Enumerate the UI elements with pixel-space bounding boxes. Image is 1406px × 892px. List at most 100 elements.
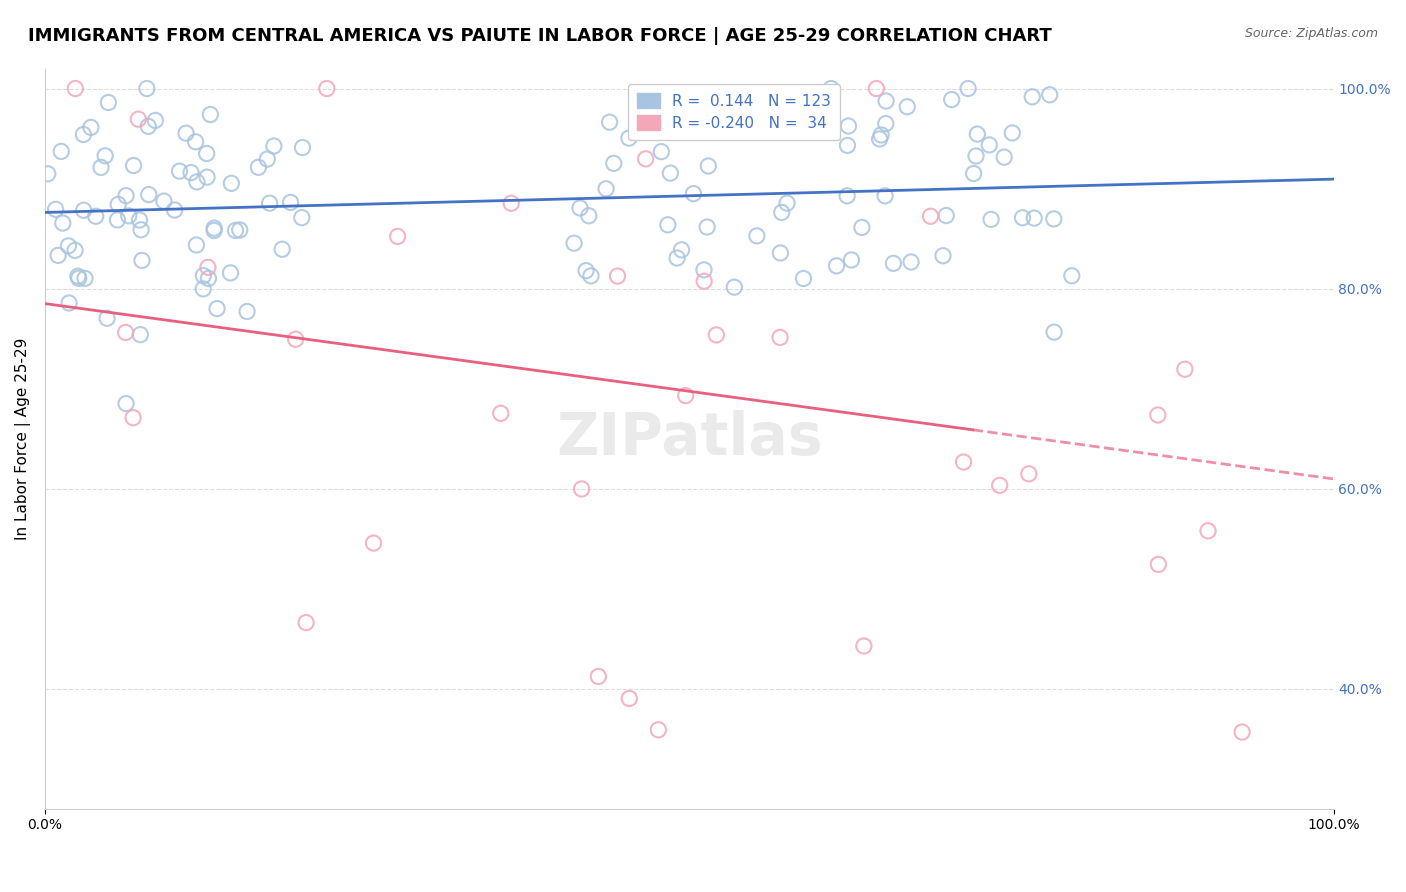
Point: [966, 127, 988, 141]
Point: [1147, 558, 1170, 572]
Point: [127, 112, 149, 127]
Point: [202, 221, 225, 235]
Point: [67, 271, 90, 285]
Point: [271, 242, 294, 256]
Point: [169, 164, 191, 178]
Point: [575, 263, 598, 277]
Point: [659, 166, 682, 180]
Point: [63, 244, 86, 258]
Point: [37, 167, 59, 181]
Point: [129, 223, 152, 237]
Point: [1230, 725, 1253, 739]
Point: [1060, 268, 1083, 283]
Point: [52, 216, 75, 230]
Point: [96, 311, 118, 326]
Point: [195, 170, 218, 185]
Point: [693, 274, 716, 288]
Point: [578, 209, 600, 223]
Point: [197, 260, 219, 275]
Point: [837, 189, 859, 203]
Point: [841, 252, 863, 267]
Text: Source: ZipAtlas.com: Source: ZipAtlas.com: [1244, 27, 1378, 40]
Point: [72, 128, 94, 142]
Point: [647, 723, 669, 737]
Point: [941, 93, 963, 107]
Point: [1174, 362, 1197, 376]
Point: [163, 202, 186, 217]
Point: [965, 149, 987, 163]
Point: [988, 478, 1011, 492]
Point: [682, 186, 704, 201]
Point: [657, 218, 679, 232]
Point: [920, 209, 942, 223]
Point: [875, 117, 897, 131]
Point: [1011, 211, 1033, 225]
Point: [1039, 87, 1062, 102]
Point: [875, 94, 897, 108]
Point: [115, 396, 138, 410]
Point: [569, 201, 592, 215]
Point: [793, 109, 815, 123]
Point: [1043, 211, 1066, 226]
Point: [136, 120, 159, 134]
Point: [980, 212, 1002, 227]
Point: [1197, 524, 1219, 538]
Point: [603, 156, 626, 170]
Point: [696, 219, 718, 234]
Point: [128, 213, 150, 227]
Point: [135, 81, 157, 95]
Point: [263, 139, 285, 153]
Text: ZIPatlas: ZIPatlas: [555, 410, 823, 467]
Point: [107, 197, 129, 211]
Point: [195, 146, 218, 161]
Point: [1021, 90, 1043, 104]
Point: [837, 138, 859, 153]
Point: [153, 194, 176, 208]
Point: [900, 255, 922, 269]
Point: [229, 223, 252, 237]
Point: [295, 615, 318, 630]
Point: [205, 301, 228, 316]
Point: [186, 175, 208, 189]
Point: [51, 145, 73, 159]
Point: [236, 304, 259, 318]
Point: [882, 256, 904, 270]
Point: [114, 326, 136, 340]
Point: [180, 165, 202, 179]
Point: [606, 269, 628, 284]
Point: [825, 259, 848, 273]
Point: [291, 211, 314, 225]
Legend: R =  0.144   N = 123, R = -0.240   N =  34: R = 0.144 N = 123, R = -0.240 N = 34: [628, 84, 841, 140]
Point: [962, 167, 984, 181]
Point: [693, 263, 716, 277]
Point: [896, 100, 918, 114]
Point: [745, 228, 768, 243]
Point: [650, 145, 672, 159]
Point: [932, 249, 955, 263]
Point: [792, 271, 814, 285]
Point: [595, 182, 617, 196]
Point: [145, 113, 167, 128]
Point: [704, 327, 727, 342]
Point: [820, 81, 842, 95]
Point: [315, 81, 337, 95]
Point: [65, 81, 87, 95]
Point: [634, 152, 657, 166]
Point: [224, 223, 246, 237]
Point: [645, 106, 668, 120]
Point: [284, 332, 307, 346]
Point: [186, 238, 208, 252]
Point: [247, 161, 270, 175]
Point: [256, 152, 278, 166]
Point: [588, 669, 610, 683]
Point: [770, 205, 793, 219]
Point: [579, 268, 602, 283]
Point: [291, 140, 314, 154]
Point: [66, 269, 89, 284]
Point: [697, 159, 720, 173]
Point: [73, 271, 96, 285]
Point: [174, 126, 197, 140]
Point: [115, 188, 138, 202]
Point: [776, 196, 799, 211]
Point: [993, 150, 1015, 164]
